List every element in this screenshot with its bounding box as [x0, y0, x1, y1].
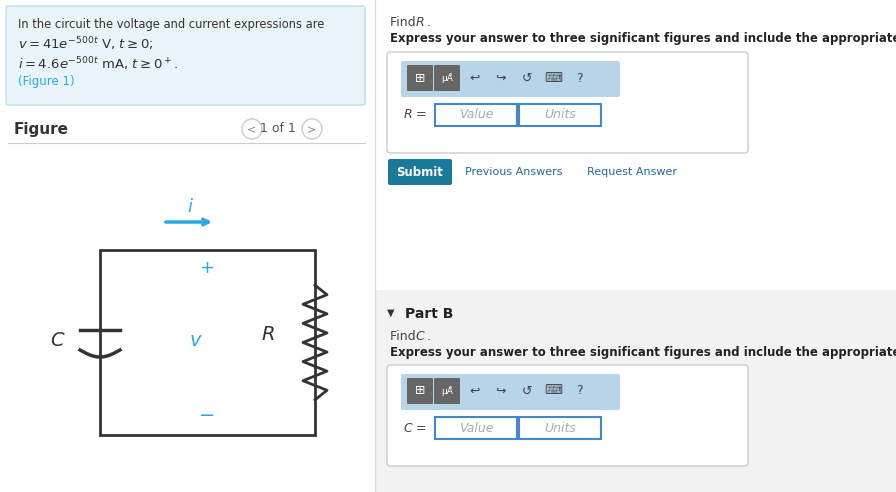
Text: ⌨: ⌨ [544, 385, 562, 398]
Text: ↺: ↺ [521, 385, 532, 398]
Text: ↺: ↺ [521, 71, 532, 85]
FancyBboxPatch shape [434, 378, 460, 404]
Text: Previous Answers: Previous Answers [465, 167, 563, 177]
Text: μÅ: μÅ [441, 73, 453, 83]
Bar [375, 290, 896, 492]
Text: Value: Value [459, 422, 494, 434]
Text: ?: ? [576, 71, 582, 85]
Text: ?: ? [576, 385, 582, 398]
Text: Submit: Submit [397, 165, 444, 179]
Text: Find: Find [390, 16, 419, 29]
Text: ↪: ↪ [495, 71, 506, 85]
FancyBboxPatch shape [401, 374, 620, 410]
Text: ↩: ↩ [470, 385, 480, 398]
Text: $C$: $C$ [50, 331, 65, 349]
FancyBboxPatch shape [6, 6, 365, 105]
Text: Units: Units [544, 422, 576, 434]
Text: Find: Find [390, 330, 419, 343]
Text: +: + [200, 259, 214, 277]
Text: $C$ =: $C$ = [403, 422, 427, 434]
FancyBboxPatch shape [401, 61, 620, 97]
Text: Express your answer to three significant figures and include the appropriate uni: Express your answer to three significant… [390, 346, 896, 359]
Text: 1 of 1: 1 of 1 [260, 123, 296, 135]
Text: $R$ =: $R$ = [403, 109, 426, 122]
Text: (Figure 1): (Figure 1) [18, 75, 74, 88]
Text: μÅ: μÅ [441, 386, 453, 396]
Text: ⊞: ⊞ [415, 385, 426, 398]
Text: <: < [247, 124, 256, 134]
Text: Part B: Part B [405, 307, 453, 321]
Text: $i$: $i$ [186, 198, 194, 216]
Text: ↩: ↩ [470, 71, 480, 85]
FancyBboxPatch shape [388, 159, 452, 185]
Text: −: − [199, 405, 215, 425]
Text: Request Answer: Request Answer [587, 167, 677, 177]
Text: ▼: ▼ [387, 308, 394, 318]
Text: Value: Value [459, 109, 494, 122]
Text: Units: Units [544, 109, 576, 122]
Text: .: . [427, 16, 431, 29]
Text: .: . [427, 330, 431, 343]
FancyBboxPatch shape [434, 65, 460, 91]
FancyBboxPatch shape [435, 417, 517, 439]
Text: $v$: $v$ [189, 331, 202, 349]
Text: >: > [307, 124, 316, 134]
Text: ⊞: ⊞ [415, 71, 426, 85]
Text: $C$: $C$ [415, 330, 426, 343]
Bar [100, 250, 315, 435]
FancyBboxPatch shape [519, 417, 601, 439]
FancyBboxPatch shape [435, 104, 517, 126]
FancyBboxPatch shape [519, 104, 601, 126]
Text: Figure: Figure [14, 122, 69, 137]
Text: $i = 4.6e^{-500t}$ mA, $t \geq 0^+$.: $i = 4.6e^{-500t}$ mA, $t \geq 0^+$. [18, 55, 178, 73]
Text: ↪: ↪ [495, 385, 506, 398]
Text: $v = 41e^{-500t}$ V, $t \geq 0$;: $v = 41e^{-500t}$ V, $t \geq 0$; [18, 35, 153, 53]
Text: ⌨: ⌨ [544, 71, 562, 85]
Bar [375, 0, 896, 492]
FancyBboxPatch shape [387, 52, 748, 153]
Text: $R$: $R$ [415, 16, 425, 29]
FancyBboxPatch shape [407, 65, 433, 91]
FancyBboxPatch shape [387, 365, 748, 466]
Text: In the circuit the voltage and current expressions are: In the circuit the voltage and current e… [18, 18, 324, 31]
Text: Express your answer to three significant figures and include the appropriate uni: Express your answer to three significant… [390, 32, 896, 45]
FancyBboxPatch shape [407, 378, 433, 404]
Text: $R$: $R$ [261, 326, 275, 344]
